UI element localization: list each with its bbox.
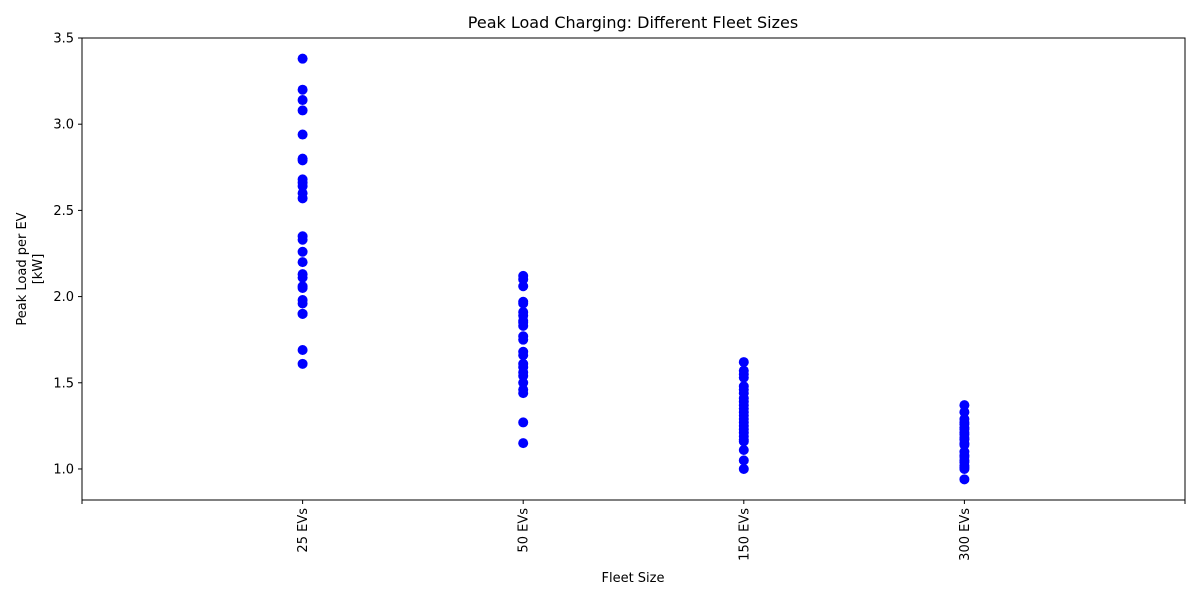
- data-point: [297, 53, 308, 64]
- data-point: [297, 272, 308, 283]
- y-axis-title-line-1: Peak Load per EV: [15, 212, 30, 325]
- y-axis: 1.0 1.5 2.0 2.5 3.0 3.5: [53, 32, 82, 477]
- y-tick-label: 2.0: [53, 290, 74, 305]
- data-point: [297, 345, 308, 356]
- data-point: [738, 372, 749, 383]
- data-point: [297, 84, 308, 95]
- data-point: [518, 438, 529, 449]
- data-point: [297, 105, 308, 116]
- data-point: [518, 281, 529, 292]
- y-axis-title: Peak Load per EV [kW]: [15, 212, 46, 325]
- data-point: [738, 357, 749, 368]
- data-point: [518, 417, 529, 428]
- data-point: [297, 129, 308, 140]
- data-point: [959, 474, 970, 485]
- data-point: [518, 298, 529, 309]
- data-point: [738, 463, 749, 474]
- x-tick-label: 150 EVs: [737, 508, 752, 561]
- x-tick-label: 50 EVs: [517, 508, 532, 553]
- data-point: [959, 439, 970, 450]
- plot-frame: [81, 37, 1186, 501]
- x-axis: 25 EVs 50 EVs 150 EVs 300 EVs: [81, 500, 1186, 561]
- data-point: [297, 234, 308, 245]
- data-point: [297, 181, 308, 192]
- data-point: [518, 350, 529, 361]
- data-point: [518, 334, 529, 345]
- x-axis-title: Fleet Size: [601, 571, 664, 586]
- data-point: [959, 463, 970, 474]
- data-point: [518, 370, 529, 381]
- data-point: [297, 358, 308, 369]
- data-point: [297, 282, 308, 293]
- y-tick-label: 1.5: [53, 376, 74, 391]
- data-point: [297, 155, 308, 166]
- data-point: [738, 436, 749, 447]
- data-point: [518, 320, 529, 331]
- data-point: [518, 274, 529, 285]
- y-tick-label: 3.0: [53, 118, 74, 133]
- data-points: [297, 53, 970, 485]
- y-axis-title-line-2: [kW]: [31, 254, 46, 285]
- chart-title: Peak Load Charging: Different Fleet Size…: [468, 13, 798, 32]
- x-tick-label: 300 EVs: [958, 508, 973, 561]
- data-point: [518, 377, 529, 388]
- x-tick-label: 25 EVs: [296, 508, 311, 553]
- data-point: [959, 407, 970, 418]
- y-tick-label: 3.5: [53, 32, 74, 47]
- data-point: [297, 308, 308, 319]
- data-point: [297, 246, 308, 257]
- y-tick-label: 1.0: [53, 462, 74, 477]
- data-point: [518, 388, 529, 399]
- data-point: [297, 95, 308, 106]
- y-tick-label: 2.5: [53, 204, 74, 219]
- data-point: [959, 400, 970, 411]
- data-point: [738, 445, 749, 456]
- data-point: [297, 257, 308, 268]
- data-point: [297, 298, 308, 309]
- data-point: [297, 193, 308, 204]
- data-point: [738, 455, 749, 466]
